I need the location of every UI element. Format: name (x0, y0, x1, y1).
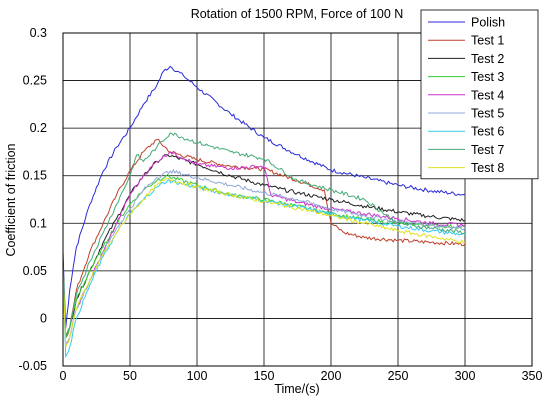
y-tick-label: 0.25 (23, 74, 47, 88)
y-axis-label: Coefficient of friction (4, 143, 18, 256)
series-line-test-1 (62, 138, 466, 339)
x-tick-label: 100 (187, 369, 208, 383)
x-tick-label: 350 (522, 369, 543, 383)
series-line-test-6 (62, 179, 466, 359)
y-tick-label: 0.15 (23, 169, 47, 183)
legend-label: Test 5 (471, 107, 504, 121)
x-tick-label: 250 (388, 369, 409, 383)
series-layer (62, 65, 466, 359)
y-tick-label: 0.3 (30, 26, 47, 40)
legend-label: Test 8 (471, 161, 504, 175)
series-line-polish (62, 65, 466, 328)
series-line-test-5 (62, 168, 466, 348)
series-line-test-4 (62, 151, 466, 348)
x-tick-label: 150 (254, 369, 275, 383)
y-tick-label: 0 (40, 311, 47, 325)
tick-layer: 0 50 100 150 200 250 300 350 -0.05 0 0.05 0.1 0.15 0.… (19, 26, 543, 383)
series-line-test-3 (62, 173, 466, 338)
legend-label: Test 1 (471, 34, 504, 48)
legend-label: Polish (471, 16, 505, 30)
x-tick-label: 300 (455, 369, 476, 383)
legend-label: Test 3 (471, 70, 504, 84)
legend-label: Test 7 (471, 143, 504, 157)
legend: Polish Test 1 Test 2 Test 3 Test 4 Test 5 Test… (420, 9, 539, 180)
legend-label: Test 4 (471, 88, 504, 102)
series-line-test-8 (62, 177, 466, 348)
legend-label: Test 2 (471, 52, 504, 66)
series-line-test-7 (62, 132, 466, 338)
x-tick-label: 200 (321, 369, 342, 383)
legend-label: Test 6 (471, 125, 504, 139)
y-tick-label: 0.05 (23, 264, 47, 278)
y-tick-label: -0.05 (19, 359, 48, 373)
chart-title: Rotation of 1500 RPM, Force of 100 N (191, 7, 404, 21)
y-tick-label: 0.1 (30, 216, 47, 230)
x-tick-label: 0 (60, 369, 67, 383)
y-tick-label: 0.2 (30, 121, 47, 135)
x-tick-label: 50 (123, 369, 137, 383)
plot-frame (62, 32, 533, 367)
x-axis-label: Time/(s) (274, 382, 319, 396)
